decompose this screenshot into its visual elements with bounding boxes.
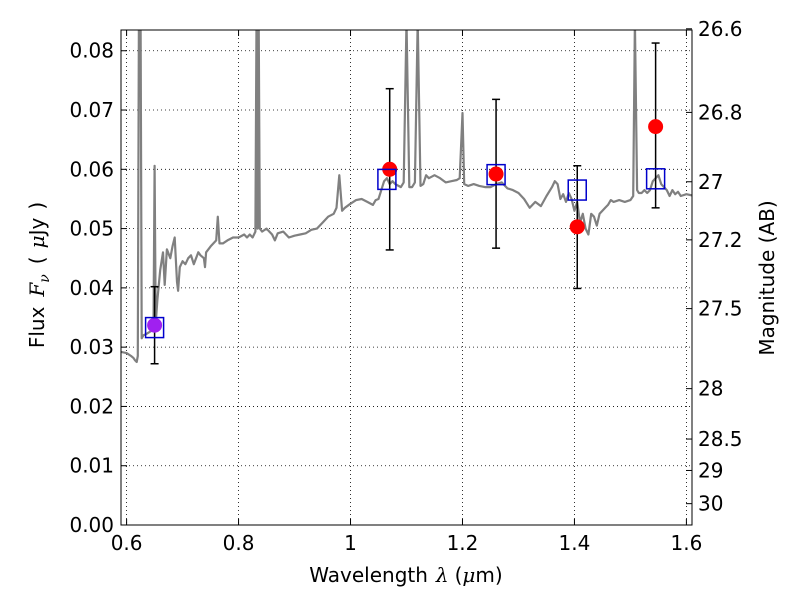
ylabel-paren-close: )	[25, 202, 49, 210]
model-photometry-square	[567, 179, 587, 201]
spectrum-layer	[121, 30, 692, 364]
xlabel-word: Wavelength	[309, 563, 428, 587]
y2-tick-label: 26.8	[698, 100, 743, 124]
x-tick-label: 1	[344, 531, 357, 555]
y-tick-label: 0.07	[69, 98, 114, 122]
x-tick-label: 1.2	[447, 531, 479, 555]
y2-tick-label: 28	[698, 377, 723, 401]
x-tick-label: 0.8	[223, 531, 255, 555]
xlabel-unit: m)	[475, 563, 502, 587]
x-tick-label: 1.6	[670, 531, 702, 555]
model-photometry-square	[645, 168, 666, 190]
y2-tick-label: 27.5	[698, 297, 743, 321]
y-tick-label: 0.08	[69, 39, 114, 63]
marker-layer	[144, 119, 666, 339]
plot-frame	[120, 29, 693, 526]
observed-point	[648, 119, 664, 135]
y2-tick-label: 27.2	[698, 228, 743, 252]
y2-axis-label: Magnitude (AB)	[755, 200, 779, 355]
model-spectrum-line	[121, 30, 692, 364]
ylabel-paren-open: (	[25, 256, 49, 264]
model-photometry-square	[144, 316, 165, 339]
x-axis-ticks: 0.6 0.8 1 1.2 1.4 1.6	[111, 30, 702, 555]
y-tick-label: 0.03	[69, 335, 114, 359]
y2-tick-label: 28.5	[698, 427, 743, 451]
xlabel-mu: μ	[462, 563, 475, 587]
plot-area	[121, 30, 692, 525]
y2-tick-label: 30	[698, 492, 723, 516]
y2-tick-label: 26.6	[698, 17, 743, 41]
x-axis-label: Wavelength λ (μm)	[309, 563, 502, 587]
y2-tick-label: 27	[698, 170, 723, 194]
grid	[121, 30, 692, 526]
y-axis-label: Flux Fν ( μJy)	[25, 202, 53, 348]
y2-tick-label: 29	[698, 458, 723, 482]
y-tick-label: 0.00	[69, 513, 114, 537]
ylabel-unit: Jy	[25, 217, 49, 237]
model-photometry-square	[377, 168, 397, 191]
xlabel-paren: (	[455, 563, 463, 587]
ylabel-nu: ν	[37, 274, 53, 283]
x-tick-label: 1.4	[559, 531, 591, 555]
xlabel-lambda: λ	[435, 563, 449, 587]
y-tick-label: 0.02	[69, 394, 114, 418]
ylabel-F: F	[25, 282, 49, 298]
ylabel-word: Flux	[25, 306, 49, 348]
y-tick-label: 0.04	[69, 276, 114, 300]
y-tick-label: 0.05	[69, 217, 114, 241]
y-tick-label: 0.01	[69, 454, 114, 478]
y-axis-ticks: 0.00 0.01 0.02 0.03 0.04 0.05 0.06 0.07 0.08	[69, 39, 127, 537]
observed-point	[488, 166, 504, 182]
model-photometry-square	[486, 163, 506, 186]
x-tick-label: 0.6	[111, 531, 143, 555]
y-tick-label: 0.06	[69, 157, 114, 181]
observed-point	[569, 219, 585, 235]
ylabel-mu: μ	[25, 235, 49, 248]
observed-point	[147, 317, 163, 333]
y2-axis-ticks: 26.6 26.8 27 27.2 27.5 28 28.5 29 30	[686, 17, 743, 516]
